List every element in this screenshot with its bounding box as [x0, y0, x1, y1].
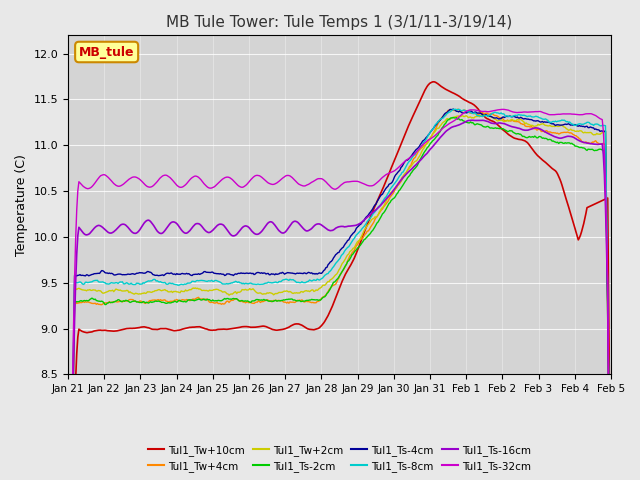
Tul1_Ts-32cm — [595, 115, 603, 121]
Tul1_Ts-8cm — [510, 113, 518, 119]
Text: MB_tule: MB_tule — [79, 46, 134, 59]
Tul1_Ts-16cm — [325, 228, 333, 233]
Tul1_Ts-32cm — [325, 182, 333, 188]
Tul1_Tw+4cm — [325, 287, 333, 292]
Tul1_Tw+10cm — [429, 79, 437, 84]
Tul1_Ts-8cm — [358, 226, 365, 232]
Tul1_Ts-16cm — [595, 142, 603, 147]
Tul1_Ts-8cm — [451, 107, 459, 112]
Tul1_Ts-32cm — [510, 109, 518, 115]
Tul1_Tw+10cm — [358, 236, 365, 242]
Tul1_Ts-4cm — [325, 261, 333, 266]
Tul1_Tw+4cm — [358, 236, 365, 241]
Tul1_Tw+4cm — [595, 141, 603, 146]
Tul1_Tw+2cm — [595, 131, 603, 137]
Tul1_Ts-16cm — [358, 219, 365, 225]
Line: Tul1_Ts-8cm: Tul1_Ts-8cm — [68, 109, 611, 480]
Tul1_Ts-8cm — [595, 122, 603, 128]
Line: Tul1_Tw+4cm: Tul1_Tw+4cm — [68, 109, 611, 480]
Tul1_Ts-2cm — [595, 146, 603, 152]
Line: Tul1_Ts-16cm: Tul1_Ts-16cm — [68, 120, 611, 480]
Tul1_Ts-4cm — [595, 127, 603, 133]
Tul1_Ts-2cm — [449, 115, 457, 120]
Tul1_Ts-8cm — [387, 185, 395, 191]
Tul1_Tw+10cm — [510, 135, 518, 141]
Line: Tul1_Tw+2cm: Tul1_Tw+2cm — [68, 115, 611, 480]
Line: Tul1_Tw+10cm: Tul1_Tw+10cm — [68, 82, 611, 480]
Line: Tul1_Ts-2cm: Tul1_Ts-2cm — [68, 118, 611, 480]
Tul1_Tw+2cm — [358, 233, 365, 239]
Tul1_Tw+4cm — [510, 119, 518, 124]
Tul1_Ts-4cm — [387, 180, 395, 186]
Line: Tul1_Ts-32cm: Tul1_Ts-32cm — [68, 109, 611, 480]
Tul1_Tw+2cm — [322, 281, 330, 287]
Tul1_Tw+10cm — [387, 165, 395, 171]
Tul1_Tw+2cm — [510, 118, 518, 123]
Tul1_Ts-4cm — [510, 114, 518, 120]
Tul1_Ts-4cm — [358, 220, 365, 226]
Tul1_Tw+2cm — [481, 112, 488, 118]
Tul1_Tw+10cm — [322, 316, 330, 322]
Tul1_Tw+2cm — [387, 189, 395, 195]
Y-axis label: Temperature (C): Temperature (C) — [15, 154, 28, 256]
Tul1_Ts-16cm — [510, 124, 518, 130]
Tul1_Ts-2cm — [322, 293, 330, 299]
Tul1_Ts-16cm — [387, 191, 395, 196]
Tul1_Ts-2cm — [358, 240, 365, 246]
Tul1_Ts-16cm — [469, 117, 477, 123]
Tul1_Ts-32cm — [322, 179, 330, 185]
Tul1_Ts-32cm — [358, 180, 365, 186]
Tul1_Tw+4cm — [322, 292, 330, 298]
Tul1_Ts-2cm — [325, 288, 333, 294]
Title: MB Tule Tower: Tule Temps 1 (3/1/11-3/19/14): MB Tule Tower: Tule Temps 1 (3/1/11-3/19… — [166, 15, 513, 30]
Line: Tul1_Ts-4cm: Tul1_Ts-4cm — [68, 109, 611, 480]
Tul1_Tw+10cm — [325, 311, 333, 316]
Tul1_Tw+10cm — [595, 199, 603, 205]
Tul1_Tw+4cm — [387, 193, 395, 199]
Tul1_Ts-32cm — [387, 169, 395, 175]
Tul1_Ts-4cm — [449, 106, 457, 112]
Tul1_Ts-16cm — [322, 226, 330, 231]
Tul1_Ts-8cm — [325, 269, 333, 275]
Tul1_Ts-2cm — [510, 130, 518, 136]
Tul1_Ts-4cm — [322, 265, 330, 271]
Tul1_Tw+2cm — [325, 279, 333, 285]
Tul1_Ts-32cm — [497, 107, 505, 112]
Tul1_Ts-8cm — [322, 272, 330, 277]
Tul1_Tw+4cm — [454, 107, 461, 112]
Legend: Tul1_Tw+10cm, Tul1_Tw+4cm, Tul1_Tw+2cm, Tul1_Ts-2cm, Tul1_Ts-4cm, Tul1_Ts-8cm, T: Tul1_Tw+10cm, Tul1_Tw+4cm, Tul1_Tw+2cm, … — [144, 441, 535, 476]
Tul1_Ts-2cm — [387, 198, 395, 204]
